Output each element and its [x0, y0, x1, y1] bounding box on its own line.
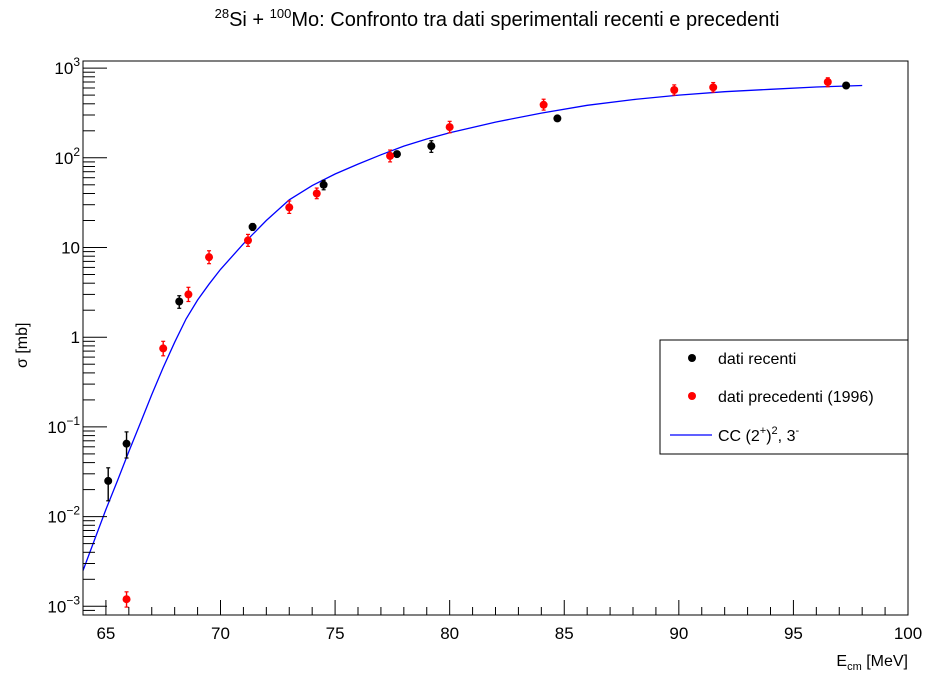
- y-tick-label: 10−1: [47, 414, 80, 437]
- axes: 65 70 75 80 85 90 95 100 10−3 10−2 10−1 1 10 102 103: [47, 55, 922, 643]
- data-point-previous: [823, 77, 832, 86]
- x-tick-label: 100: [894, 624, 922, 643]
- legend-marker-previous: [688, 392, 696, 400]
- data-point-recent: [122, 439, 131, 448]
- data-point-recent: [248, 222, 257, 231]
- legend-label-recent: dati recenti: [718, 351, 796, 368]
- data-point-previous: [386, 151, 395, 160]
- data-point-previous: [205, 253, 214, 262]
- data-point-previous: [312, 189, 321, 198]
- x-tick-label: 95: [784, 624, 803, 643]
- y-tick-label: 102: [54, 145, 80, 168]
- x-axis-label: Ecm [MeV]: [836, 653, 908, 673]
- y-tick-label: 1: [71, 328, 80, 347]
- plot-area: [82, 77, 863, 608]
- y-tick-label: 10−3: [47, 593, 80, 616]
- x-tick-label: 85: [555, 624, 574, 643]
- data-point-previous: [122, 595, 131, 604]
- data-point-previous: [285, 203, 294, 212]
- data-point-previous: [670, 86, 679, 95]
- legend: dati recenti dati precedenti (1996) CC (…: [659, 339, 909, 455]
- data-point-previous: [244, 236, 252, 245]
- data-point-recent: [319, 180, 328, 189]
- data-point-previous: [445, 123, 454, 132]
- data-point-previous: [709, 83, 718, 92]
- data-point-recent: [553, 114, 562, 123]
- y-axis-label: σ [mb]: [14, 323, 31, 368]
- data-point-previous: [184, 290, 193, 299]
- x-tick-label: 65: [96, 624, 115, 643]
- x-tick-label: 70: [211, 624, 230, 643]
- chart-title: 28Si + 100Mo: Confronto tra dati sperime…: [215, 6, 780, 31]
- y-tick-label: 103: [54, 55, 80, 78]
- data-point-recent: [175, 297, 184, 306]
- y-tick-label: 10−2: [47, 504, 80, 527]
- cc-theory-line: [82, 84, 863, 571]
- data-point-recent: [104, 476, 113, 485]
- data-point-recent: [842, 81, 851, 90]
- x-tick-label: 80: [440, 624, 459, 643]
- data-point-previous: [539, 100, 548, 109]
- data-point-previous: [159, 344, 168, 353]
- legend-label-previous: dati precedenti (1996): [718, 389, 874, 406]
- y-tick-label: 10: [61, 239, 80, 258]
- x-tick-label: 75: [326, 624, 345, 643]
- legend-label-cc: CC (2+)2, 3-: [718, 425, 799, 445]
- x-tick-label: 90: [669, 624, 688, 643]
- data-point-recent: [392, 150, 401, 159]
- data-point-recent: [427, 142, 436, 151]
- legend-marker-recent: [688, 354, 696, 362]
